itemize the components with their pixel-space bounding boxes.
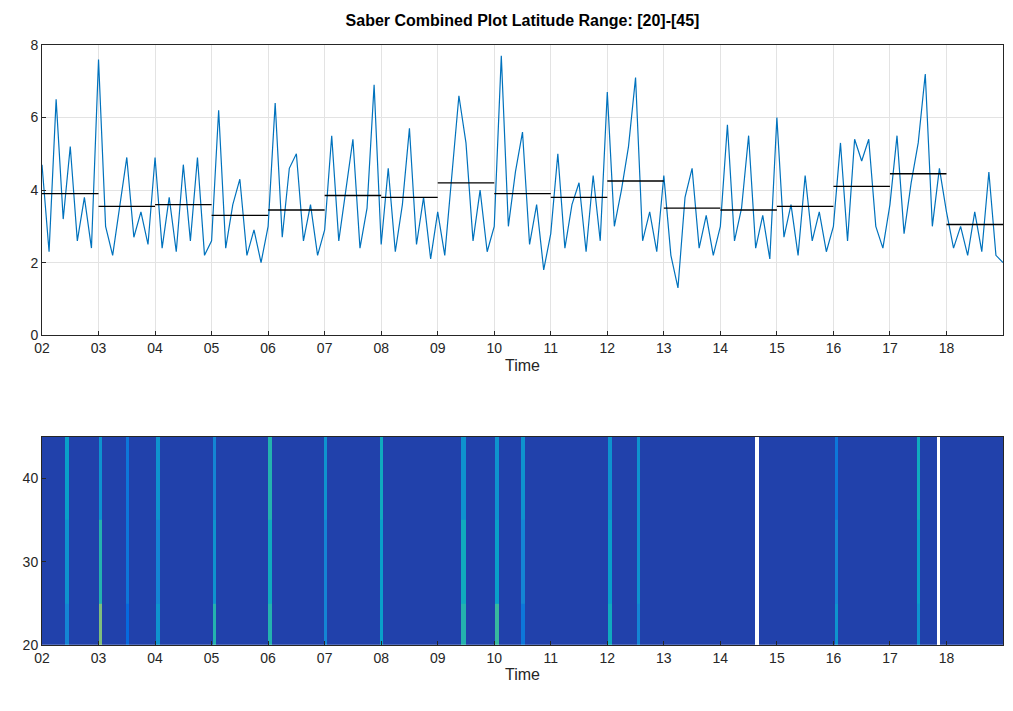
svg-text:17: 17	[882, 340, 898, 356]
svg-text:10: 10	[486, 340, 502, 356]
svg-text:8: 8	[30, 37, 38, 53]
svg-text:0: 0	[30, 327, 38, 343]
svg-text:13: 13	[656, 340, 672, 356]
svg-text:18: 18	[939, 340, 955, 356]
svg-text:06: 06	[260, 340, 276, 356]
svg-text:20: 20	[23, 637, 39, 653]
svg-text:07: 07	[317, 650, 333, 666]
svg-text:09: 09	[430, 650, 446, 666]
svg-text:15: 15	[769, 650, 785, 666]
svg-text:Time: Time	[505, 357, 540, 374]
svg-text:04: 04	[147, 340, 163, 356]
svg-text:40: 40	[23, 470, 39, 486]
svg-text:04: 04	[147, 650, 163, 666]
svg-text:16: 16	[826, 340, 842, 356]
svg-text:14: 14	[713, 340, 729, 356]
svg-text:15: 15	[769, 340, 785, 356]
svg-text:16: 16	[826, 650, 842, 666]
svg-text:Saber Combined Plot Latitude R: Saber Combined Plot Latitude Range: [20]…	[346, 12, 700, 29]
svg-text:03: 03	[91, 650, 107, 666]
svg-text:18: 18	[939, 650, 955, 666]
svg-text:08: 08	[373, 340, 389, 356]
svg-text:07: 07	[317, 340, 333, 356]
svg-text:14: 14	[713, 650, 729, 666]
svg-text:11: 11	[543, 340, 558, 356]
svg-text:17: 17	[882, 650, 898, 666]
svg-text:02: 02	[34, 340, 50, 356]
svg-text:Time: Time	[505, 666, 540, 683]
svg-text:06: 06	[260, 650, 276, 666]
svg-text:12: 12	[600, 340, 616, 356]
svg-text:03: 03	[91, 340, 107, 356]
svg-text:6: 6	[30, 109, 38, 125]
svg-text:09: 09	[430, 340, 446, 356]
svg-text:10: 10	[486, 650, 502, 666]
svg-text:12: 12	[600, 650, 616, 666]
svg-text:02: 02	[34, 650, 50, 666]
svg-text:30: 30	[23, 554, 39, 570]
svg-text:05: 05	[204, 650, 220, 666]
svg-text:08: 08	[373, 650, 389, 666]
svg-text:13: 13	[656, 650, 672, 666]
svg-text:4: 4	[30, 182, 38, 198]
svg-text:05: 05	[204, 340, 220, 356]
svg-text:2: 2	[30, 255, 38, 271]
svg-text:11: 11	[543, 650, 558, 666]
